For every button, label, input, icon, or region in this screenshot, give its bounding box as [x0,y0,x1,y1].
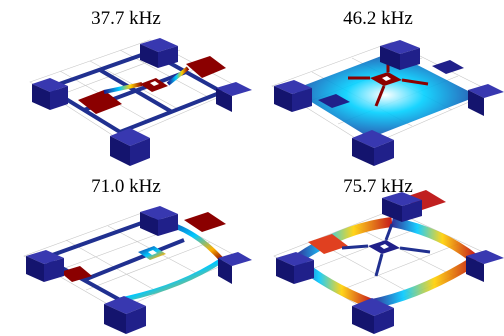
mode-plate [402,190,446,210]
mode-shape-plot-3 [23,206,252,334]
corner-blocks [274,40,504,166]
mode-shape-plot-1 [29,38,252,166]
mode-plate [184,212,226,232]
frequency-label: 75.7 kHz [343,176,413,197]
mode-panel-3: 71.0 kHz [0,168,252,336]
mode-panel-2: 46.2 kHz [252,0,504,168]
mode-shape-plot-2 [271,40,504,166]
mode-plate [308,234,348,254]
center-hole [148,250,157,255]
mode-panel-4: 75.7 kHz [252,168,504,336]
center-hole [150,81,159,86]
mode-plate [186,56,226,78]
frequency-label: 46.2 kHz [343,8,413,29]
corner-blocks [26,206,252,334]
center-hole [380,244,389,249]
deformed-membrane [292,52,478,138]
center-hole [382,76,391,81]
mode-shape-plot-4 [273,190,504,334]
mode-plate [60,266,92,282]
frequency-label: 71.0 kHz [91,176,161,197]
corner-blocks [32,38,252,166]
mode-panel-1: 37.7 kHz [0,0,252,168]
corner-blocks [276,192,504,334]
frequency-label: 37.7 kHz [91,8,161,29]
beams [341,223,431,277]
mode-plate [78,90,122,114]
